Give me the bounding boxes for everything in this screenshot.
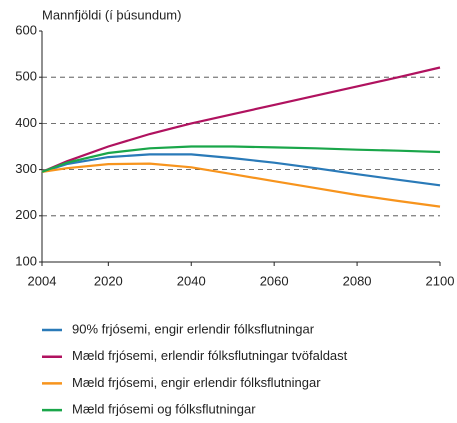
y-tick-label: 500 <box>15 69 37 84</box>
y-tick-label: 100 <box>15 253 37 268</box>
legend-label: Mæld frjósemi, engir erlendir fólksflutn… <box>72 375 321 390</box>
x-tick-label: 2040 <box>177 273 206 288</box>
series-line <box>41 145 441 173</box>
x-tick-label: 2100 <box>426 273 455 288</box>
x-tick-label: 2060 <box>260 273 289 288</box>
y-tick-label: 300 <box>15 161 37 176</box>
chart-title: Mannfjöldi (í þúsundum) <box>42 7 181 22</box>
x-tick-label: 2004 <box>28 273 57 288</box>
y-tick-label: 200 <box>15 207 37 222</box>
legend-label: 90% frjósemi, engir erlendir fólksflutni… <box>72 321 315 336</box>
series-line <box>41 153 441 187</box>
series-line <box>41 162 441 208</box>
x-tick-label: 2020 <box>94 273 123 288</box>
legend-label: Mæld frjósemi, erlendir fólksflutningar … <box>72 348 348 363</box>
y-tick-label: 400 <box>15 115 37 130</box>
legend-label: Mæld frjósemi og fólksflutningar <box>72 402 256 417</box>
x-tick-label: 2080 <box>343 273 372 288</box>
y-tick-label: 600 <box>15 22 37 37</box>
series-line <box>41 66 441 173</box>
